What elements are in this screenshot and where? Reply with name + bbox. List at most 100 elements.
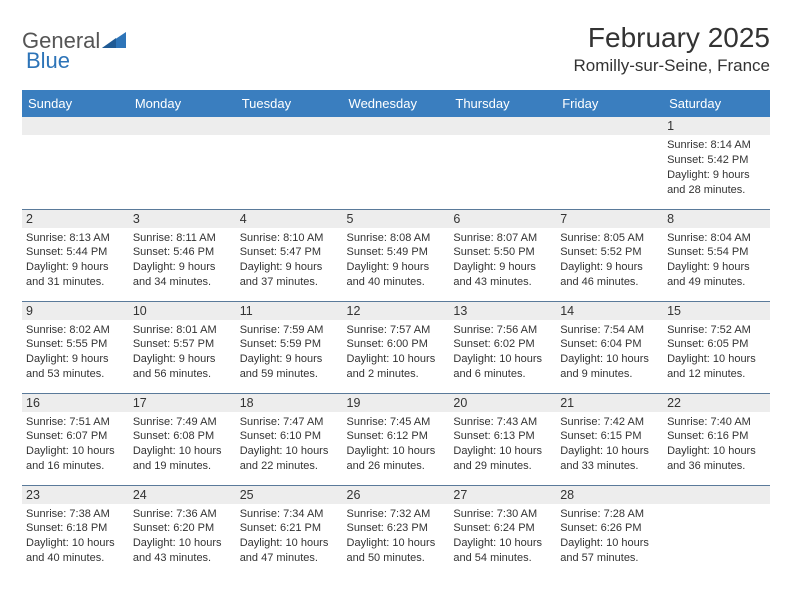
sunset-text: Sunset: 6:07 PM: [26, 429, 125, 444]
calendar-cell: 27Sunrise: 7:30 AMSunset: 6:24 PMDayligh…: [449, 485, 556, 577]
daylight-text: Daylight: 10 hours and 50 minutes.: [347, 536, 446, 566]
calendar-cell: 9Sunrise: 8:02 AMSunset: 5:55 PMDaylight…: [22, 301, 129, 393]
calendar-cell: 5Sunrise: 8:08 AMSunset: 5:49 PMDaylight…: [343, 209, 450, 301]
day-number: 7: [556, 210, 663, 228]
day-number: 27: [449, 486, 556, 504]
calendar-cell: 16Sunrise: 7:51 AMSunset: 6:07 PMDayligh…: [22, 393, 129, 485]
day-number: [556, 117, 663, 135]
sunrise-text: Sunrise: 7:36 AM: [133, 507, 232, 522]
day-number: [129, 117, 236, 135]
calendar-week-row: 16Sunrise: 7:51 AMSunset: 6:07 PMDayligh…: [22, 393, 770, 485]
calendar-cell: 4Sunrise: 8:10 AMSunset: 5:47 PMDaylight…: [236, 209, 343, 301]
calendar-table: Sunday Monday Tuesday Wednesday Thursday…: [22, 90, 770, 577]
calendar-cell: 3Sunrise: 8:11 AMSunset: 5:46 PMDaylight…: [129, 209, 236, 301]
day-details: Sunrise: 8:04 AMSunset: 5:54 PMDaylight:…: [663, 228, 770, 294]
calendar-week-row: 1Sunrise: 8:14 AMSunset: 5:42 PMDaylight…: [22, 117, 770, 209]
day-details: [343, 135, 450, 142]
day-number: 15: [663, 302, 770, 320]
daylight-text: Daylight: 10 hours and 22 minutes.: [240, 444, 339, 474]
day-number: 18: [236, 394, 343, 412]
sunset-text: Sunset: 6:23 PM: [347, 521, 446, 536]
day-number: [343, 117, 450, 135]
logo-line2: Blue: [26, 48, 70, 74]
sunset-text: Sunset: 6:04 PM: [560, 337, 659, 352]
day-details: Sunrise: 7:45 AMSunset: 6:12 PMDaylight:…: [343, 412, 450, 478]
sunrise-text: Sunrise: 7:40 AM: [667, 415, 766, 430]
month-title: February 2025: [574, 22, 771, 54]
calendar-cell: 18 Sunrise: 7:47 AMSunset: 6:10 PMDayligh…: [236, 393, 343, 485]
day-number: 28: [556, 486, 663, 504]
calendar-cell: 11Sunrise: 7:59 AMSunset: 5:59 PMDayligh…: [236, 301, 343, 393]
day-details: Sunrise: 7:59 AMSunset: 5:59 PMDaylight:…: [236, 320, 343, 386]
day-details: Sunrise: 7:51 AMSunset: 6:07 PMDaylight:…: [22, 412, 129, 478]
sunrise-text: Sunrise: 7:45 AM: [347, 415, 446, 430]
calendar-cell: 24Sunrise: 7:36 AMSunset: 6:20 PMDayligh…: [129, 485, 236, 577]
day-number: 3: [129, 210, 236, 228]
sunset-text: Sunset: 6:21 PM: [240, 521, 339, 536]
calendar-week-row: 23Sunrise: 7:38 AMSunset: 6:18 PMDayligh…: [22, 485, 770, 577]
day-details: Sunrise: 7:30 AMSunset: 6:24 PMDaylight:…: [449, 504, 556, 570]
sunrise-text: Sunrise: 7:51 AM: [26, 415, 125, 430]
day-number: 6: [449, 210, 556, 228]
day-number: 24: [129, 486, 236, 504]
calendar-cell: [236, 117, 343, 209]
sunset-text: Sunset: 6:16 PM: [667, 429, 766, 444]
day-details: [449, 135, 556, 142]
weekday-header: Friday: [556, 90, 663, 117]
day-number: 4: [236, 210, 343, 228]
calendar-week-row: 2Sunrise: 8:13 AMSunset: 5:44 PMDaylight…: [22, 209, 770, 301]
sunrise-text: Sunrise: 7:56 AM: [453, 323, 552, 338]
day-number: 26: [343, 486, 450, 504]
sunset-text: Sunset: 5:55 PM: [26, 337, 125, 352]
daylight-text: Daylight: 10 hours and 2 minutes.: [347, 352, 446, 382]
weekday-header: Saturday: [663, 90, 770, 117]
logo-text-blue: Blue: [26, 48, 70, 73]
sunset-text: Sunset: 6:13 PM: [453, 429, 552, 444]
calendar-cell: [129, 117, 236, 209]
weekday-header: Wednesday: [343, 90, 450, 117]
day-details: Sunrise: 7:52 AMSunset: 6:05 PMDaylight:…: [663, 320, 770, 386]
day-number: 21: [556, 394, 663, 412]
calendar-cell: [22, 117, 129, 209]
calendar-cell: 22Sunrise: 7:40 AMSunset: 6:16 PMDayligh…: [663, 393, 770, 485]
location-subtitle: Romilly-sur-Seine, France: [574, 56, 771, 76]
calendar-cell: 13Sunrise: 7:56 AMSunset: 6:02 PMDayligh…: [449, 301, 556, 393]
day-details: Sunrise: 7:57 AMSunset: 6:00 PMDaylight:…: [343, 320, 450, 386]
day-number: 17: [129, 394, 236, 412]
daylight-text: Daylight: 9 hours and 31 minutes.: [26, 260, 125, 290]
sunrise-text: Sunrise: 8:11 AM: [133, 231, 232, 246]
calendar-cell: 7Sunrise: 8:05 AMSunset: 5:52 PMDaylight…: [556, 209, 663, 301]
weekday-header: Thursday: [449, 90, 556, 117]
daylight-text: Daylight: 9 hours and 46 minutes.: [560, 260, 659, 290]
day-number: 1: [663, 117, 770, 135]
sunrise-text: Sunrise: 7:38 AM: [26, 507, 125, 522]
calendar-cell: 14Sunrise: 7:54 AMSunset: 6:04 PMDayligh…: [556, 301, 663, 393]
sunset-text: Sunset: 6:10 PM: [240, 429, 339, 444]
calendar-cell: [343, 117, 450, 209]
title-block: February 2025 Romilly-sur-Seine, France: [574, 22, 771, 76]
calendar-header-row: Sunday Monday Tuesday Wednesday Thursday…: [22, 90, 770, 117]
day-details: [236, 135, 343, 142]
day-number: 12: [343, 302, 450, 320]
day-number: 25: [236, 486, 343, 504]
daylight-text: Daylight: 10 hours and 29 minutes.: [453, 444, 552, 474]
calendar-cell: 10Sunrise: 8:01 AMSunset: 5:57 PMDayligh…: [129, 301, 236, 393]
daylight-text: Daylight: 10 hours and 6 minutes.: [453, 352, 552, 382]
calendar-cell: 20Sunrise: 7:43 AMSunset: 6:13 PMDayligh…: [449, 393, 556, 485]
sunset-text: Sunset: 6:12 PM: [347, 429, 446, 444]
sunset-text: Sunset: 6:15 PM: [560, 429, 659, 444]
calendar-cell: 28Sunrise: 7:28 AMSunset: 6:26 PMDayligh…: [556, 485, 663, 577]
sunrise-text: Sunrise: 7:47 AM: [240, 415, 339, 430]
day-details: Sunrise: 7:38 AMSunset: 6:18 PMDaylight:…: [22, 504, 129, 570]
day-details: Sunrise: 8:02 AMSunset: 5:55 PMDaylight:…: [22, 320, 129, 386]
sunrise-text: Sunrise: 8:13 AM: [26, 231, 125, 246]
daylight-text: Daylight: 10 hours and 43 minutes.: [133, 536, 232, 566]
daylight-text: Daylight: 10 hours and 54 minutes.: [453, 536, 552, 566]
day-details: Sunrise: 7:56 AMSunset: 6:02 PMDaylight:…: [449, 320, 556, 386]
sunrise-text: Sunrise: 7:49 AM: [133, 415, 232, 430]
day-details: Sunrise: 8:10 AMSunset: 5:47 PMDaylight:…: [236, 228, 343, 294]
day-details: Sunrise: 8:11 AMSunset: 5:46 PMDaylight:…: [129, 228, 236, 294]
day-details: Sunrise: 7:36 AMSunset: 6:20 PMDaylight:…: [129, 504, 236, 570]
day-details: Sunrise: 8:13 AMSunset: 5:44 PMDaylight:…: [22, 228, 129, 294]
sunset-text: Sunset: 6:18 PM: [26, 521, 125, 536]
